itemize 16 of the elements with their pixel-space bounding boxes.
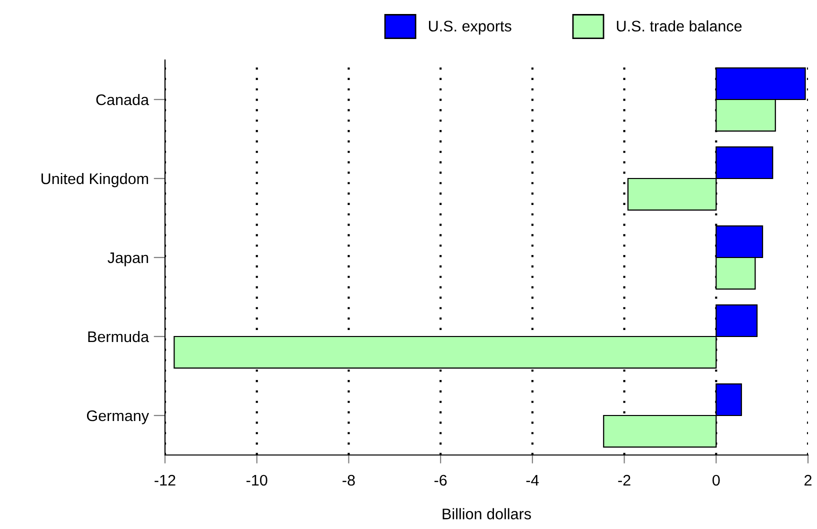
- y-tick-label: Germany: [86, 410, 150, 424]
- y-tick-label: Japan: [108, 252, 148, 266]
- y-tick-label: United Kingdom: [42, 172, 148, 188]
- x-tick-label: -8: [342, 474, 355, 486]
- legend-label: U.S. trade balance: [616, 20, 742, 32]
- x-tick-label: 0: [712, 474, 720, 486]
- x-tick-label: -2: [618, 474, 630, 486]
- y-tick-label: Canada: [96, 94, 150, 106]
- x-tick-label: -6: [434, 474, 447, 486]
- x-tick-label: -10: [246, 474, 268, 486]
- legend-label: U.S. exports: [428, 20, 512, 35]
- y-tick-label: Bermuda: [88, 330, 150, 342]
- x-tick-label: -4: [526, 475, 539, 486]
- x-tick-label: 2: [804, 474, 812, 486]
- x-axis-title: Billion dollars: [442, 508, 531, 520]
- x-tick-label: -12: [154, 474, 176, 486]
